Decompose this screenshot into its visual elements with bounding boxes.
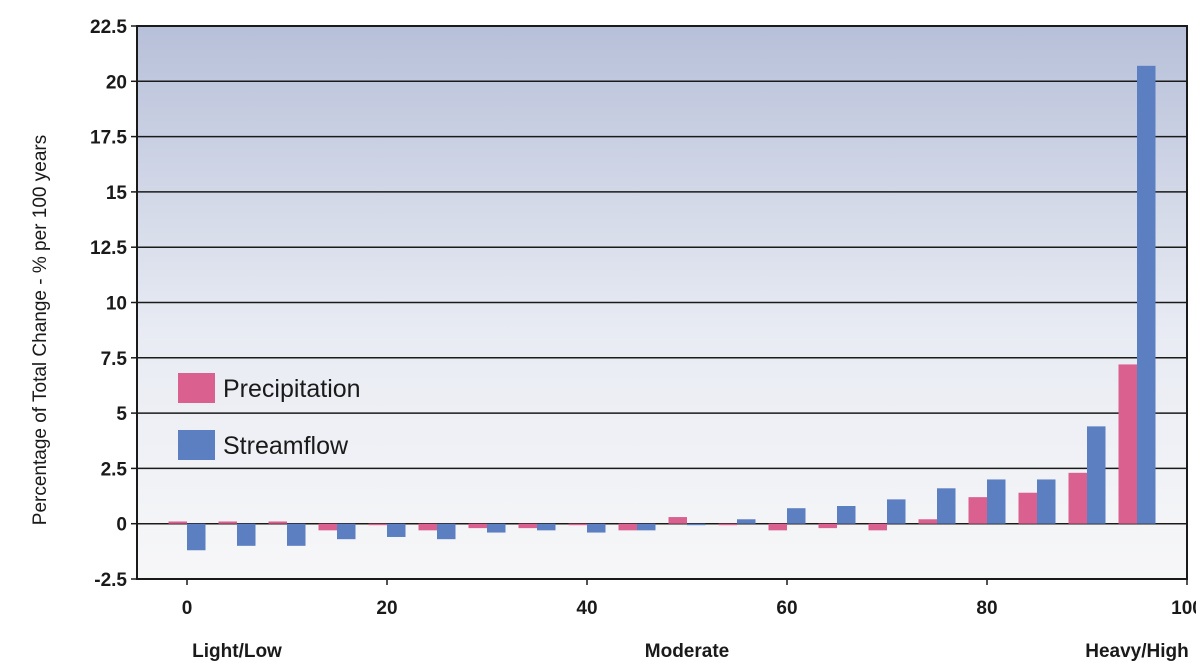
y-tick-label: -2.5 bbox=[94, 570, 127, 591]
y-tick-label: 12.5 bbox=[90, 238, 127, 259]
bar-streamflow bbox=[687, 523, 706, 526]
bar-precipitation bbox=[768, 523, 787, 531]
x-tick-label: 40 bbox=[576, 598, 597, 619]
bar-precipitation bbox=[218, 521, 237, 524]
bar-streamflow bbox=[537, 523, 556, 531]
category-label: Heavy/High bbox=[1085, 641, 1188, 662]
bar-streamflow bbox=[487, 523, 506, 533]
bar-streamflow bbox=[437, 523, 456, 540]
y-tick-label: 5 bbox=[116, 404, 127, 425]
bar-streamflow bbox=[937, 488, 956, 524]
bar-precipitation bbox=[918, 519, 937, 524]
bar-precipitation bbox=[818, 523, 837, 529]
bar-streamflow bbox=[287, 523, 306, 546]
legend: Precipitation Streamflow bbox=[178, 373, 361, 460]
y-tick-label: 0 bbox=[116, 515, 127, 536]
bar-streamflow bbox=[1037, 479, 1056, 524]
bar-precipitation bbox=[668, 517, 687, 524]
y-tick-label: 2.5 bbox=[101, 459, 128, 480]
y-tick-label: 17.5 bbox=[90, 128, 127, 149]
bar-streamflow bbox=[637, 523, 656, 531]
bar-precipitation bbox=[1118, 364, 1137, 524]
bar-precipitation bbox=[368, 523, 387, 526]
y-axis-title: Percentage of Total Change - % per 100 y… bbox=[30, 135, 51, 525]
bar-streamflow bbox=[587, 523, 606, 533]
bar-precipitation bbox=[618, 523, 637, 531]
bar-streamflow bbox=[1087, 426, 1106, 524]
bar-precipitation bbox=[518, 523, 537, 529]
bar-streamflow bbox=[1137, 65, 1156, 524]
legend-swatch-streamflow bbox=[178, 430, 215, 460]
bar-precipitation bbox=[168, 521, 187, 524]
bar-precipitation bbox=[318, 523, 337, 531]
x-tick-label: 60 bbox=[776, 598, 797, 619]
bar-streamflow bbox=[787, 508, 806, 524]
bar-precipitation bbox=[418, 523, 437, 531]
y-tick-label: 20 bbox=[106, 72, 127, 93]
bar-precipitation bbox=[568, 523, 587, 526]
y-tick-label: 22.5 bbox=[90, 17, 127, 38]
legend-label-precipitation: Precipitation bbox=[223, 375, 361, 403]
x-tick-label: 20 bbox=[376, 598, 397, 619]
x-tick-label: 0 bbox=[182, 598, 193, 619]
bar-streamflow bbox=[987, 479, 1006, 524]
bar-streamflow bbox=[337, 523, 356, 540]
x-tick-label: 100 bbox=[1171, 598, 1196, 619]
bar-precipitation bbox=[468, 523, 487, 529]
category-label: Moderate bbox=[645, 641, 729, 662]
y-tick-label: 10 bbox=[106, 294, 127, 315]
y-tick-label: 7.5 bbox=[101, 349, 128, 370]
bar-precipitation bbox=[718, 523, 737, 526]
bar-precipitation bbox=[1018, 492, 1037, 524]
legend-swatch-precipitation bbox=[178, 373, 215, 403]
bars bbox=[168, 65, 1156, 551]
bar-streamflow bbox=[737, 519, 756, 524]
y-axis-ticks: -2.5 0 2.5 5 7.5 10 12.5 15 17.5 20 22.5 bbox=[90, 17, 137, 591]
legend-label-streamflow: Streamflow bbox=[223, 432, 349, 460]
bar-precipitation bbox=[1068, 472, 1087, 524]
bar-precipitation bbox=[268, 521, 287, 524]
bar-streamflow bbox=[837, 506, 856, 524]
bar-streamflow bbox=[187, 523, 206, 551]
bar-precipitation bbox=[968, 497, 987, 524]
bar-streamflow bbox=[887, 499, 906, 524]
bar-streamflow bbox=[237, 523, 256, 546]
x-axis-ticks: 0 20 40 60 80 100 bbox=[182, 579, 1196, 619]
bar-precipitation bbox=[868, 523, 887, 531]
category-labels: Light/Low Moderate Heavy/High bbox=[192, 641, 1189, 662]
y-tick-label: 15 bbox=[106, 183, 128, 204]
x-tick-label: 80 bbox=[976, 598, 997, 619]
bar-streamflow bbox=[387, 523, 406, 537]
category-label: Light/Low bbox=[192, 641, 282, 662]
